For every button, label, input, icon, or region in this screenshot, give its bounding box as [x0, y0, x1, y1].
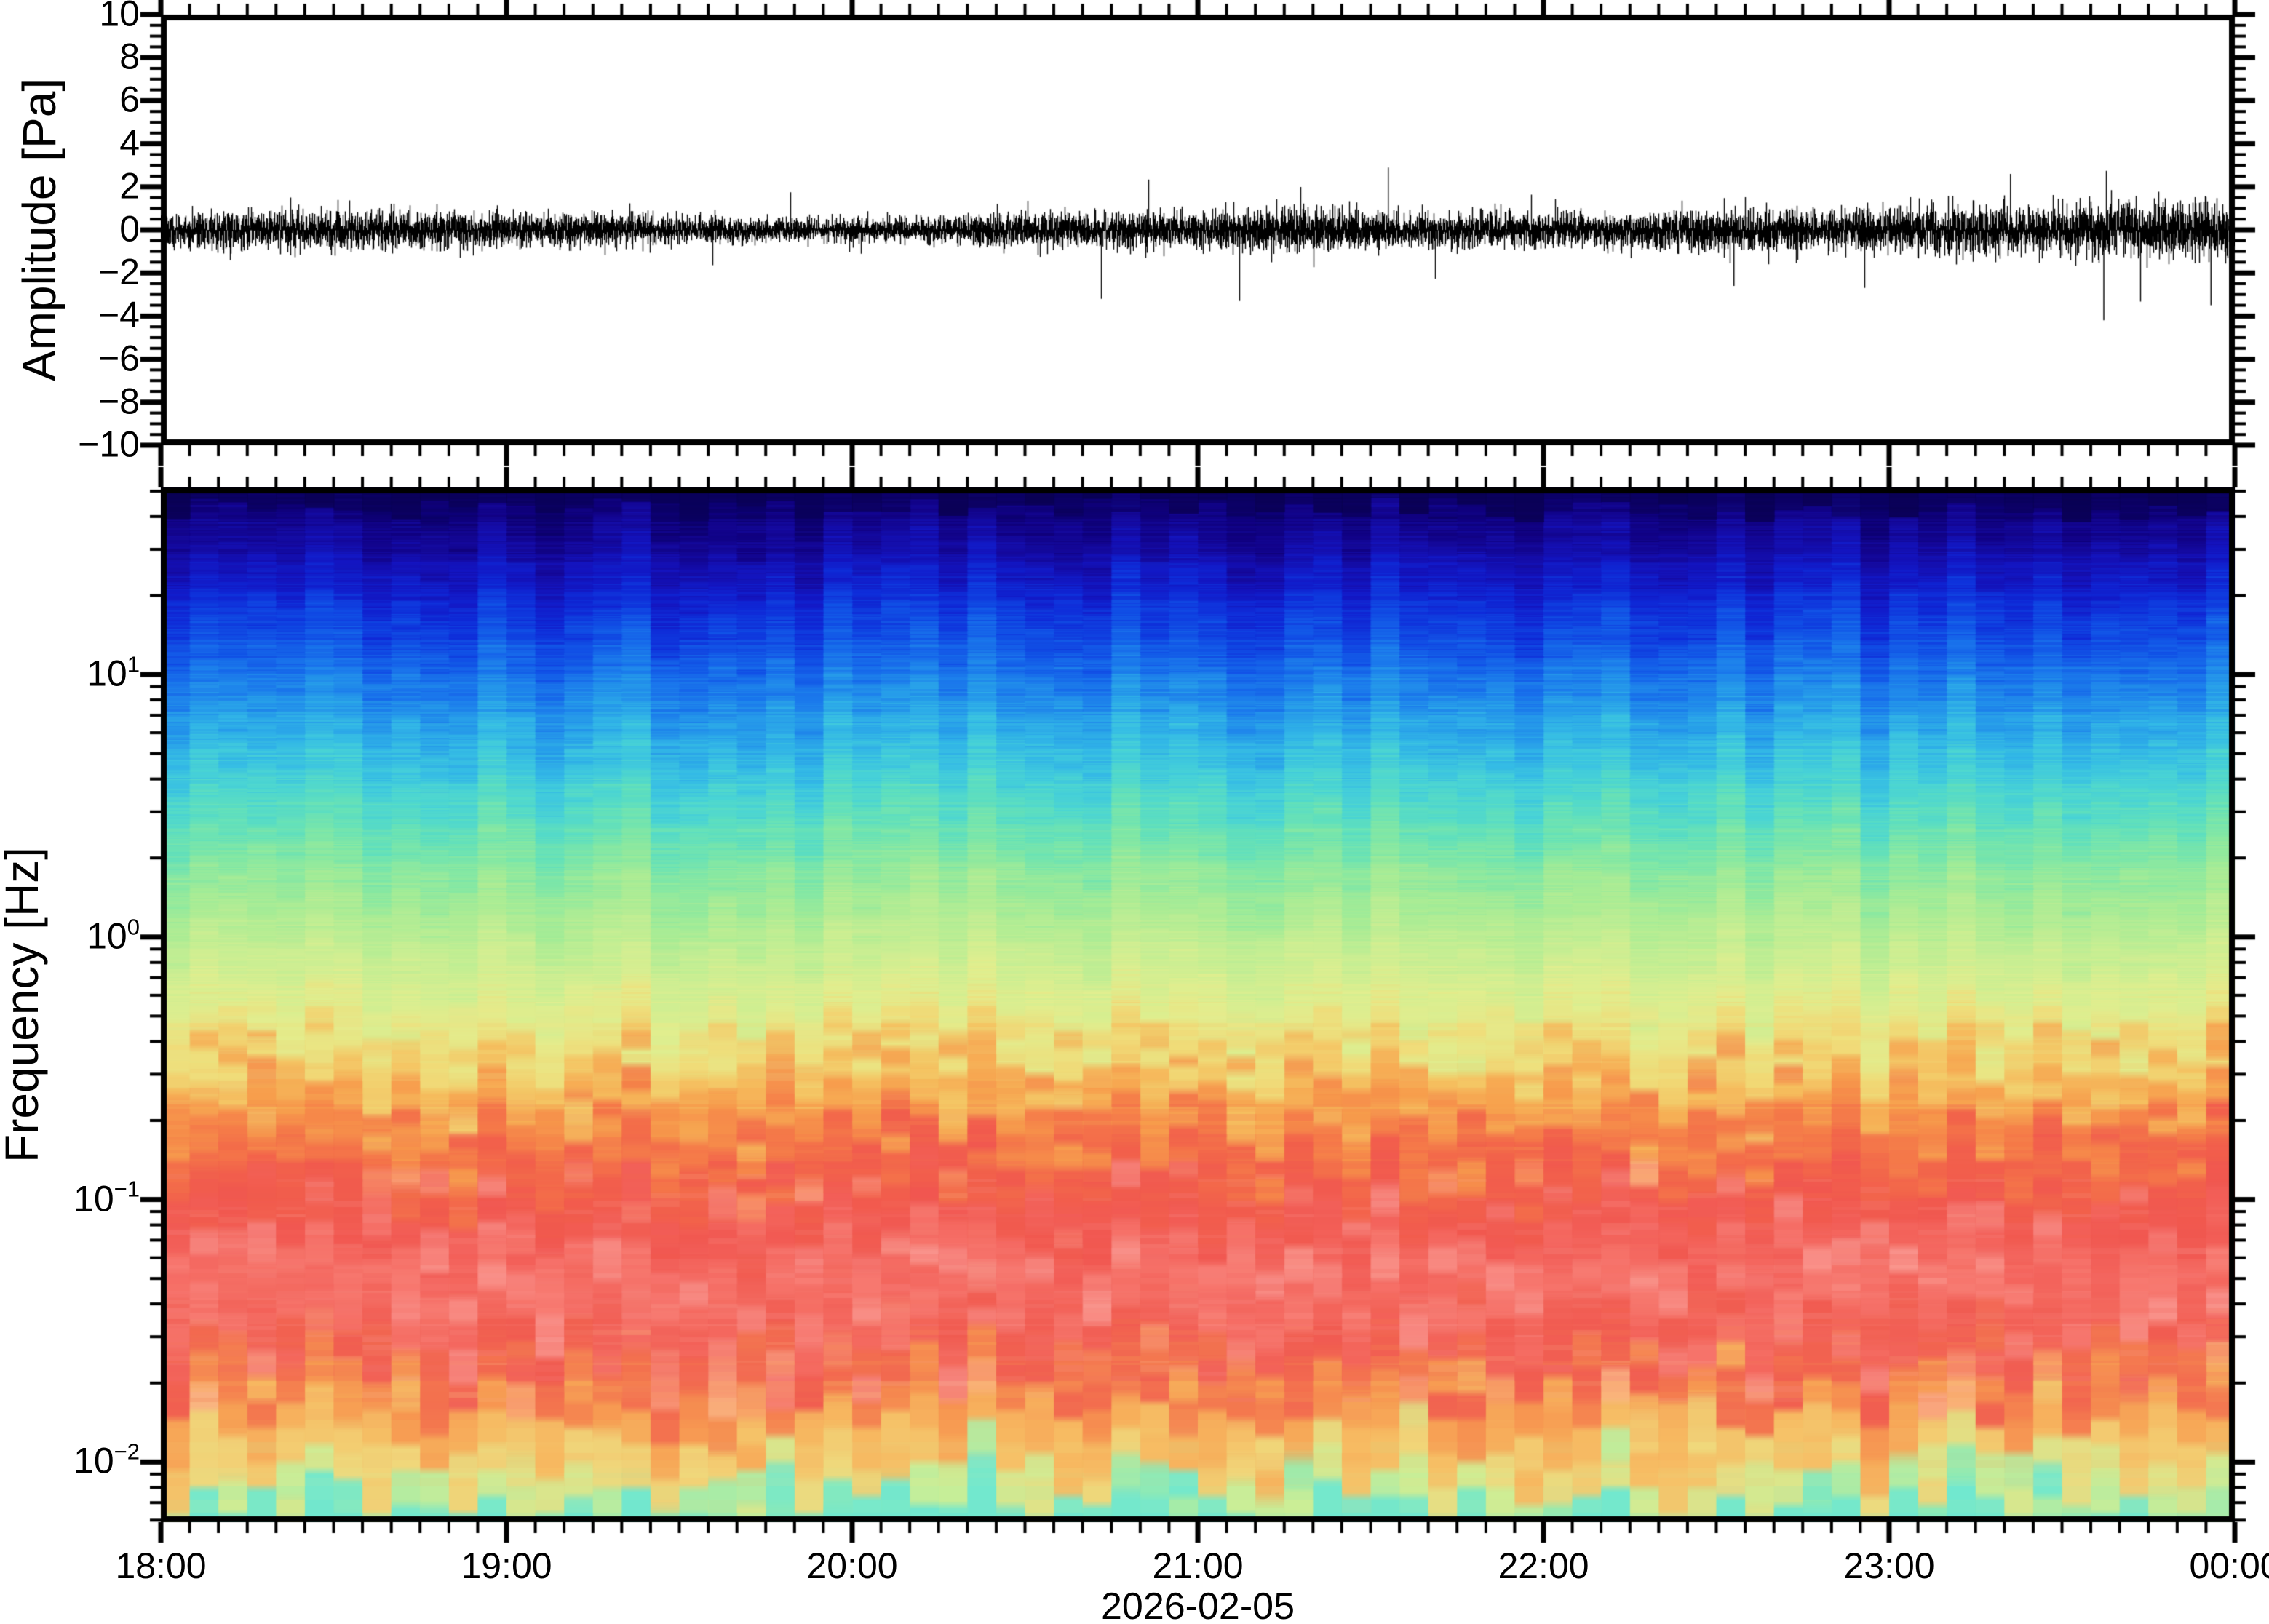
- amplitude-tick-label: −10: [78, 423, 140, 465]
- amplitude-tick-label: −2: [98, 251, 140, 292]
- amplitude-tick-label: −4: [98, 295, 140, 336]
- time-tick-label: 21:00: [1152, 1545, 1244, 1586]
- date-axis-label: 2026-02-05: [1101, 1585, 1295, 1624]
- time-tick-label: 00:00: [2189, 1545, 2269, 1586]
- decade-exponent: 0: [127, 914, 140, 940]
- frequency-decade-label: 101: [87, 651, 140, 694]
- decade-exponent: −1: [114, 1177, 140, 1203]
- frequency-decade-label: 100: [87, 915, 140, 957]
- time-tick-label: 23:00: [1843, 1545, 1935, 1586]
- amplitude-tick-label: 8: [119, 36, 140, 77]
- frequency-decade-label: 10−2: [73, 1438, 140, 1482]
- amplitude-tick-label: 0: [119, 208, 140, 250]
- amplitude-axis-title: Amplitude [Pa]: [13, 78, 65, 382]
- time-tick-label: 22:00: [1498, 1545, 1589, 1586]
- frequency-decade-label: 10−1: [73, 1177, 140, 1219]
- time-tick-label: 20:00: [806, 1545, 898, 1586]
- time-tick-label: 19:00: [461, 1545, 552, 1586]
- decade-base: 10: [73, 1441, 114, 1482]
- amplitude-tick-label: 6: [119, 79, 140, 121]
- amplitude-tick-label: −8: [98, 381, 140, 422]
- decade-base: 10: [87, 915, 127, 957]
- amplitude-tick-label: 2: [119, 165, 140, 207]
- decade-base: 10: [73, 1178, 114, 1219]
- frequency-axis-title: Frequency [Hz]: [0, 847, 48, 1163]
- time-tick-label: 18:00: [115, 1545, 207, 1586]
- amplitude-tick-label: 10: [99, 0, 140, 34]
- decade-exponent: −2: [114, 1438, 140, 1465]
- amplitude-tick-label: 4: [119, 122, 140, 164]
- decade-exponent: 1: [127, 651, 140, 677]
- amplitude-tick-label: −6: [98, 338, 140, 379]
- decade-base: 10: [87, 653, 127, 694]
